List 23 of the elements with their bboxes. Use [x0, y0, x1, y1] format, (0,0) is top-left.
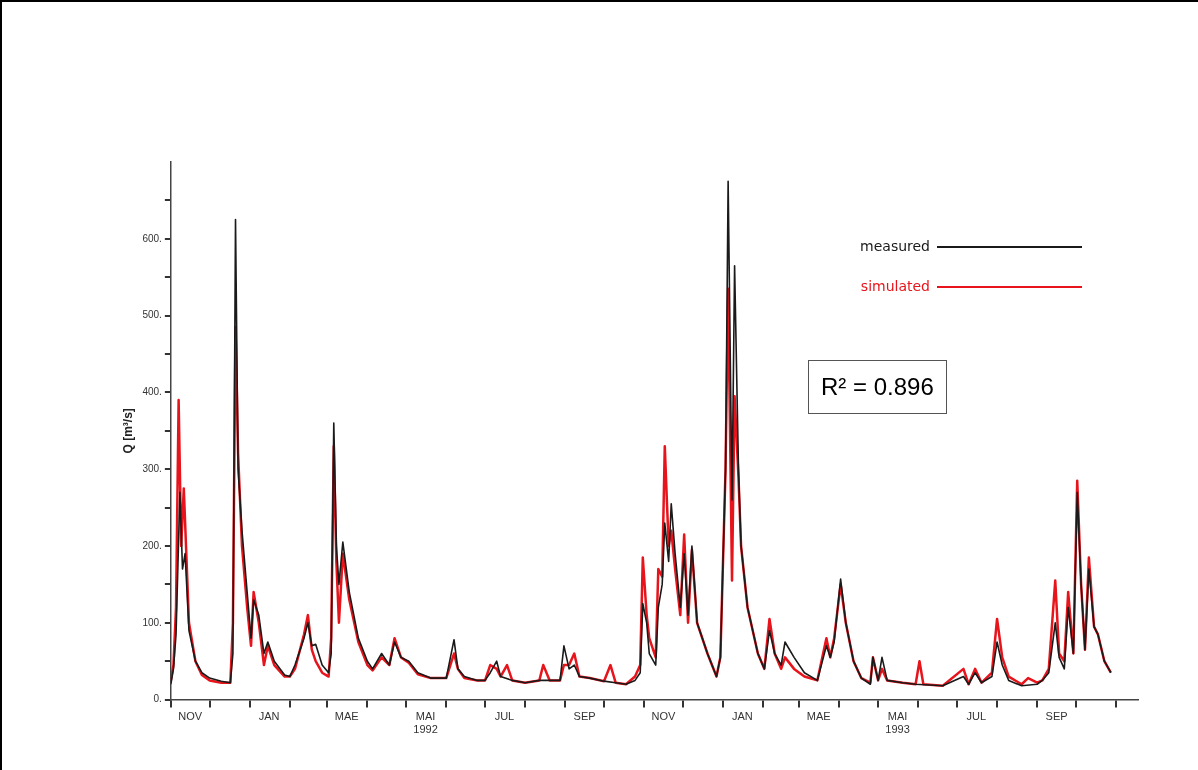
- text: simulated: [860, 277, 930, 294]
- y-axis-title: Q [m³/s]: [120, 408, 135, 454]
- x-tick-label: SEP: [573, 710, 596, 723]
- y-tick-label: 600.: [142, 232, 162, 244]
- y-tick-label: 400.: [142, 386, 162, 398]
- y-tick-label: 100.: [142, 616, 162, 628]
- x-tick-label: JAN: [731, 710, 753, 723]
- x-tick-label: MAI 1992: [413, 710, 438, 736]
- y-tick-label: 500.: [142, 309, 162, 321]
- x-tick-label: NOV: [651, 710, 677, 723]
- x-tick-label: SEP: [1045, 710, 1068, 723]
- x-tick-label: MAE: [334, 710, 359, 723]
- y-tick-label: 200.: [142, 539, 162, 551]
- y-tick-label: 300.: [142, 462, 162, 474]
- x-tick-label: JUL: [494, 710, 515, 723]
- x-tick-label: MAE: [806, 710, 831, 723]
- text: measured: [860, 237, 930, 254]
- y-tick-label: 0.: [153, 693, 162, 705]
- annotation: R² = 0.896: [808, 360, 947, 414]
- x-tick-label: NOV: [178, 710, 203, 723]
- x-tick-label: JAN: [258, 710, 280, 723]
- x-tick-label: MAI 1993: [885, 710, 910, 736]
- x-tick-label: JUL: [966, 710, 987, 723]
